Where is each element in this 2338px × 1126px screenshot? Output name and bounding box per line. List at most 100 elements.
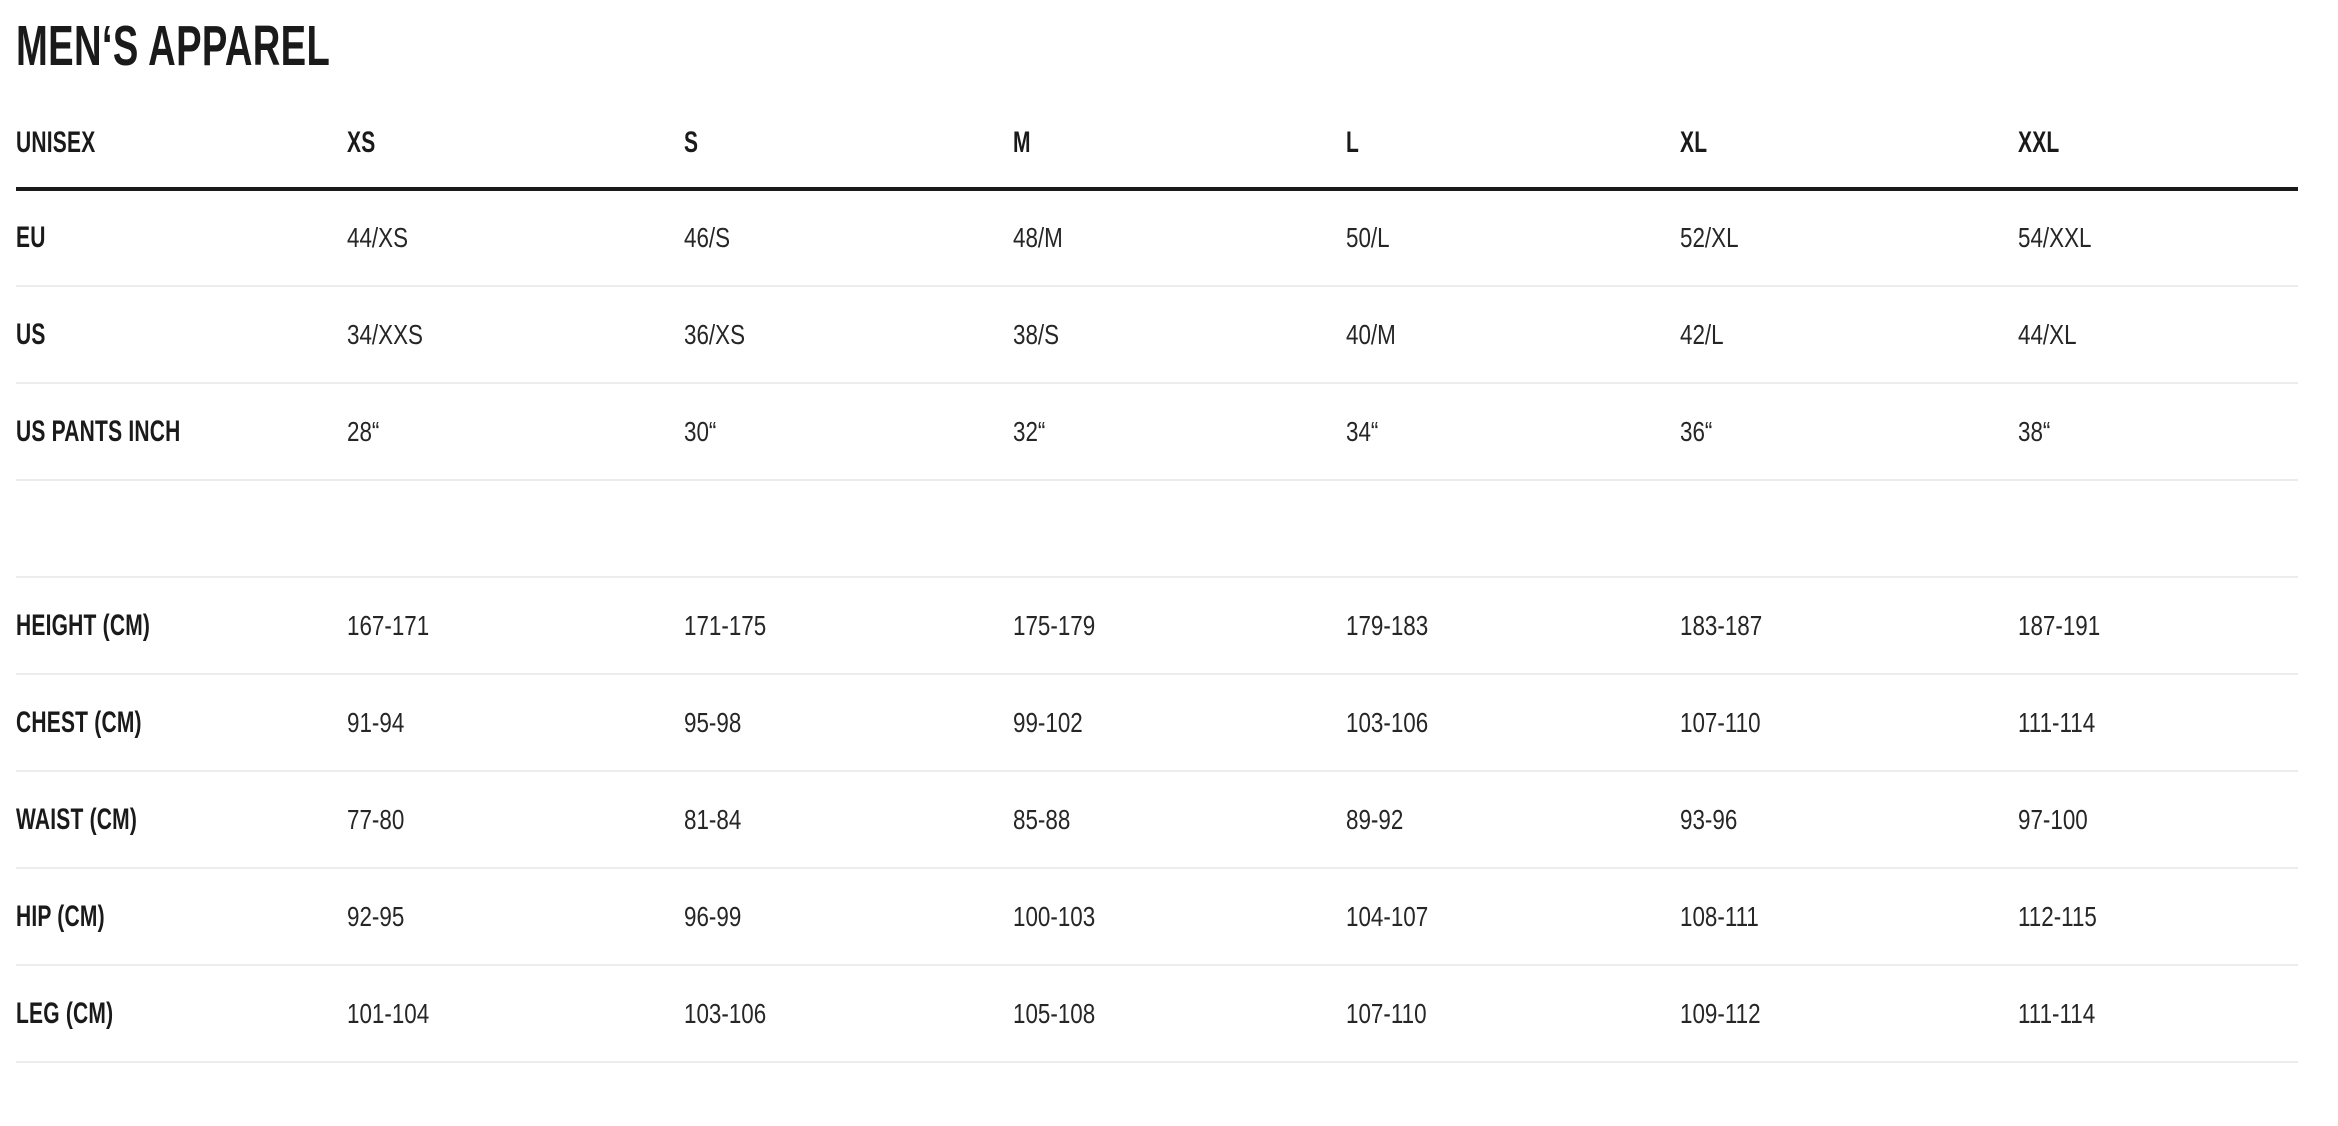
size-value-cell [2018,480,2298,578]
size-value-cell: 28“ [347,383,684,481]
size-value-cell: 93-96 [1680,771,2018,869]
size-value-cell: 48/M [1013,189,1346,287]
size-value-text: 167-171 [347,609,430,641]
size-value-cell: 89-92 [1346,771,1680,869]
size-value-cell: 109-112 [1680,965,2018,1063]
header-text: UNISEX [16,126,96,159]
size-value-cell: 38/S [1013,286,1346,384]
row-label-text: LEG (CM) [16,996,114,1030]
header-text: XS [347,126,376,159]
size-value-cell [684,480,1013,578]
size-value-cell: 34“ [1346,383,1680,481]
size-value-text: 99-102 [1013,706,1083,738]
size-value-cell: 101-104 [347,965,684,1063]
row-label-cell [16,480,347,578]
size-value-cell: 107-110 [1346,965,1680,1063]
size-value-text: 101-104 [347,997,430,1029]
size-column-header: XS [347,76,684,191]
row-label-text: CHEST (CM) [16,705,142,739]
row-label-cell: WAIST (CM) [16,771,347,869]
size-value-cell: 167-171 [347,577,684,675]
size-value-text: 34“ [1346,415,1379,447]
size-value-text: 28“ [347,415,380,447]
size-value-text: 89-92 [1346,803,1404,835]
size-value-text: 38/S [1013,318,1060,350]
spacer-row [16,480,2298,578]
header-text: XXL [2018,126,2060,159]
size-value-text: 108-111 [1680,900,1759,932]
row-label-cell: CHEST (CM) [16,674,347,772]
row-label-cell: HIP (CM) [16,868,347,966]
size-value-text: 111-114 [2018,997,2096,1029]
page-title: MEN‘S APPAREL [16,14,331,78]
size-column-header: S [684,76,1013,191]
table-row: HEIGHT (CM) 167-171 171-175 175-179 179-183 1… [16,577,2298,675]
size-value-text: 77-80 [347,803,405,835]
size-value-text: 46/S [684,222,731,253]
size-value-text: 38“ [2018,415,2051,447]
size-value-cell [1680,480,2018,578]
size-value-text: 100-103 [1013,900,1096,932]
header-text: S [684,126,699,159]
size-value-cell: 95-98 [684,674,1013,772]
size-value-text: 50/L [1346,222,1390,253]
row-label-cell: US PANTS INCH [16,383,347,481]
size-value-cell: 104-107 [1346,868,1680,966]
size-value-cell: 111-114 [2018,965,2298,1063]
size-value-cell: 34/XXS [347,286,684,384]
size-value-text: 36/XS [684,318,746,350]
size-value-cell: 46/S [684,189,1013,287]
size-value-cell: 92-95 [347,868,684,966]
size-value-text: 107-110 [1680,706,1761,738]
row-label-cell: EU [16,189,347,287]
size-value-cell: 107-110 [1680,674,2018,772]
size-column-header: XXL [2018,76,2298,191]
size-value-cell: 187-191 [2018,577,2298,675]
size-guide-page: MEN‘S APPAREL UNISEX XS S M L XL XXL EU 44/XS 46… [16,14,2298,1063]
size-header-row: UNISEX XS S M L XL XXL [16,76,2298,191]
size-value-cell [1013,480,1346,578]
size-value-cell: 103-106 [1346,674,1680,772]
row-label-cell: US [16,286,347,384]
size-value-text: 111-114 [2018,706,2096,738]
size-value-cell: 50/L [1346,189,1680,287]
size-table-body: EU 44/XS 46/S 48/M 50/L 52/XL 54/XXL US 34/XXS 36… [16,189,2298,1063]
size-value-text: 96-99 [684,900,742,932]
size-value-text: 93-96 [1680,803,1738,835]
table-row: US PANTS INCH 28“ 30“ 32“ 34“ 36“ 38“ [16,383,2298,481]
size-value-cell: 40/M [1346,286,1680,384]
size-value-text: 107-110 [1346,997,1427,1029]
size-value-cell [1346,480,1680,578]
size-value-cell: 36/XS [684,286,1013,384]
size-value-cell: 111-114 [2018,674,2298,772]
table-row: WAIST (CM) 77-80 81-84 85-88 89-92 93-96 97-10… [16,771,2298,869]
row-label-cell: HEIGHT (CM) [16,577,347,675]
size-column-header: L [1346,76,1680,191]
size-column-header: M [1013,76,1346,191]
row-label-text: US PANTS INCH [16,414,181,448]
size-value-cell: 38“ [2018,383,2298,481]
size-column-header: XL [1680,76,2018,191]
size-value-cell: 105-108 [1013,965,1346,1063]
size-value-cell: 52/XL [1680,189,2018,287]
size-value-text: 36“ [1680,415,1713,447]
header-cell-unisex: UNISEX [16,76,347,191]
header-text: L [1346,126,1360,159]
header-text: XL [1680,126,1708,159]
size-value-text: 44/XS [347,222,409,253]
size-value-text: 97-100 [2018,803,2088,835]
size-value-text: 103-106 [1346,706,1429,738]
size-value-text: 103-106 [684,997,767,1029]
size-value-text: 42/L [1680,318,1724,350]
size-value-text: 30“ [684,415,717,447]
size-value-text: 85-88 [1013,803,1071,835]
size-value-text: 52/XL [1680,222,1739,253]
size-value-text: 95-98 [684,706,742,738]
size-value-cell: 175-179 [1013,577,1346,675]
size-value-text: 91-94 [347,706,405,738]
row-label-text: US [16,317,46,351]
row-label-text: WAIST (CM) [16,802,138,836]
table-row: CHEST (CM) 91-94 95-98 99-102 103-106 107-110… [16,674,2298,772]
size-value-cell: 30“ [684,383,1013,481]
row-label-cell: LEG (CM) [16,965,347,1063]
